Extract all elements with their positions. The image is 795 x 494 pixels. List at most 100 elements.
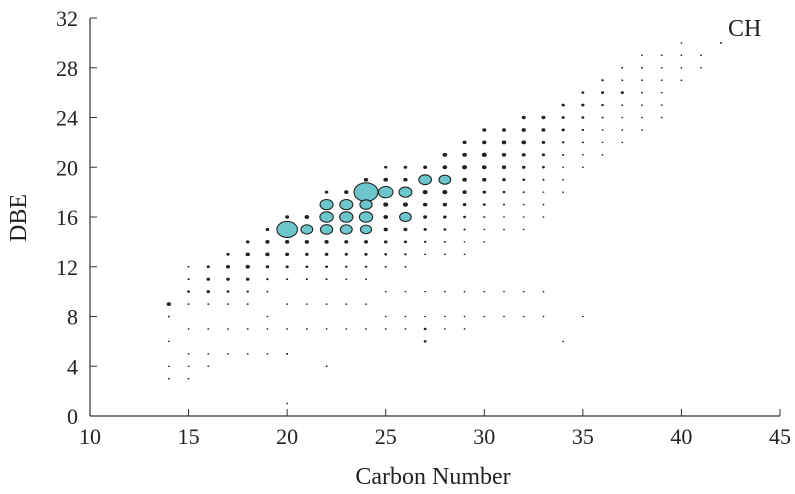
data-point bbox=[305, 328, 308, 330]
highlighted-data-point bbox=[358, 211, 374, 223]
highlighted-data-point bbox=[359, 199, 373, 210]
data-point bbox=[700, 54, 703, 57]
data-point bbox=[522, 191, 525, 194]
x-tick-label: 40 bbox=[670, 424, 692, 449]
highlighted-data-point bbox=[339, 211, 354, 223]
data-point bbox=[266, 315, 269, 318]
data-point bbox=[345, 278, 348, 281]
data-point bbox=[422, 202, 428, 207]
data-point bbox=[462, 152, 467, 157]
data-point bbox=[463, 241, 466, 243]
data-point bbox=[226, 265, 230, 269]
data-point bbox=[482, 177, 487, 182]
data-point bbox=[206, 265, 210, 269]
data-point bbox=[324, 240, 329, 244]
data-point bbox=[542, 191, 545, 193]
highlighted-data-point bbox=[276, 220, 298, 239]
data-point bbox=[502, 128, 506, 132]
data-point bbox=[621, 79, 624, 82]
data-point bbox=[285, 252, 290, 257]
data-point bbox=[541, 128, 546, 132]
data-point bbox=[501, 140, 507, 145]
data-point bbox=[443, 215, 447, 219]
data-point bbox=[344, 252, 348, 256]
data-point bbox=[502, 178, 506, 182]
data-point bbox=[581, 103, 585, 107]
data-point bbox=[226, 290, 230, 293]
data-point bbox=[660, 79, 663, 81]
data-point bbox=[403, 227, 408, 232]
data-point bbox=[462, 190, 467, 194]
data-point bbox=[621, 66, 624, 69]
data-point bbox=[462, 177, 467, 182]
data-point bbox=[680, 79, 683, 81]
data-point bbox=[481, 152, 487, 157]
data-point bbox=[265, 227, 270, 231]
data-point bbox=[187, 353, 190, 355]
data-point bbox=[641, 66, 643, 69]
data-point bbox=[443, 315, 446, 318]
data-point bbox=[403, 240, 408, 244]
data-point bbox=[423, 165, 428, 169]
y-axis-title: DBE bbox=[6, 194, 32, 242]
data-point bbox=[581, 166, 584, 169]
data-point bbox=[266, 328, 269, 330]
data-point bbox=[187, 365, 190, 368]
data-point bbox=[246, 303, 249, 305]
data-point bbox=[226, 252, 230, 256]
data-point bbox=[601, 103, 604, 107]
data-point bbox=[167, 377, 170, 380]
data-point bbox=[345, 265, 348, 268]
data-point bbox=[561, 141, 565, 144]
data-point bbox=[246, 353, 249, 355]
data-point bbox=[719, 41, 722, 44]
data-point bbox=[660, 66, 663, 69]
data-point bbox=[562, 166, 565, 169]
y-tick-label: 12 bbox=[56, 255, 78, 280]
data-point bbox=[482, 190, 487, 194]
data-point bbox=[325, 278, 328, 281]
data-point bbox=[265, 265, 270, 269]
data-point bbox=[383, 215, 389, 219]
data-point bbox=[641, 54, 643, 57]
data-point bbox=[581, 141, 584, 144]
data-point bbox=[541, 140, 546, 144]
data-point bbox=[286, 328, 289, 330]
data-point bbox=[363, 177, 369, 182]
data-point bbox=[541, 166, 545, 169]
data-point bbox=[404, 265, 407, 268]
data-point bbox=[600, 91, 605, 95]
x-tick-label: 35 bbox=[572, 424, 594, 449]
data-point bbox=[286, 303, 289, 305]
data-point bbox=[384, 315, 387, 318]
data-point bbox=[364, 252, 368, 256]
highlighted-data-point bbox=[319, 224, 334, 235]
highlighted-data-point bbox=[339, 198, 354, 211]
data-point bbox=[344, 190, 349, 194]
data-point bbox=[187, 265, 190, 268]
data-point bbox=[206, 277, 211, 281]
data-point bbox=[522, 178, 526, 181]
data-point bbox=[404, 253, 407, 256]
data-point bbox=[541, 115, 546, 120]
highlighted-data-point bbox=[377, 185, 394, 199]
data-point bbox=[483, 315, 486, 318]
data-point bbox=[284, 240, 290, 244]
data-point bbox=[483, 241, 486, 243]
data-point bbox=[680, 66, 683, 69]
data-point bbox=[384, 265, 387, 268]
data-point bbox=[305, 265, 309, 268]
data-point bbox=[462, 165, 468, 170]
data-point bbox=[542, 203, 545, 206]
data-point bbox=[266, 290, 269, 293]
data-point bbox=[325, 265, 329, 268]
data-point bbox=[660, 104, 663, 106]
data-point bbox=[561, 116, 565, 119]
data-point bbox=[482, 128, 487, 132]
data-point bbox=[442, 152, 448, 157]
data-point bbox=[542, 178, 545, 181]
data-point bbox=[384, 253, 388, 256]
data-point bbox=[522, 216, 525, 218]
data-point bbox=[325, 303, 328, 305]
